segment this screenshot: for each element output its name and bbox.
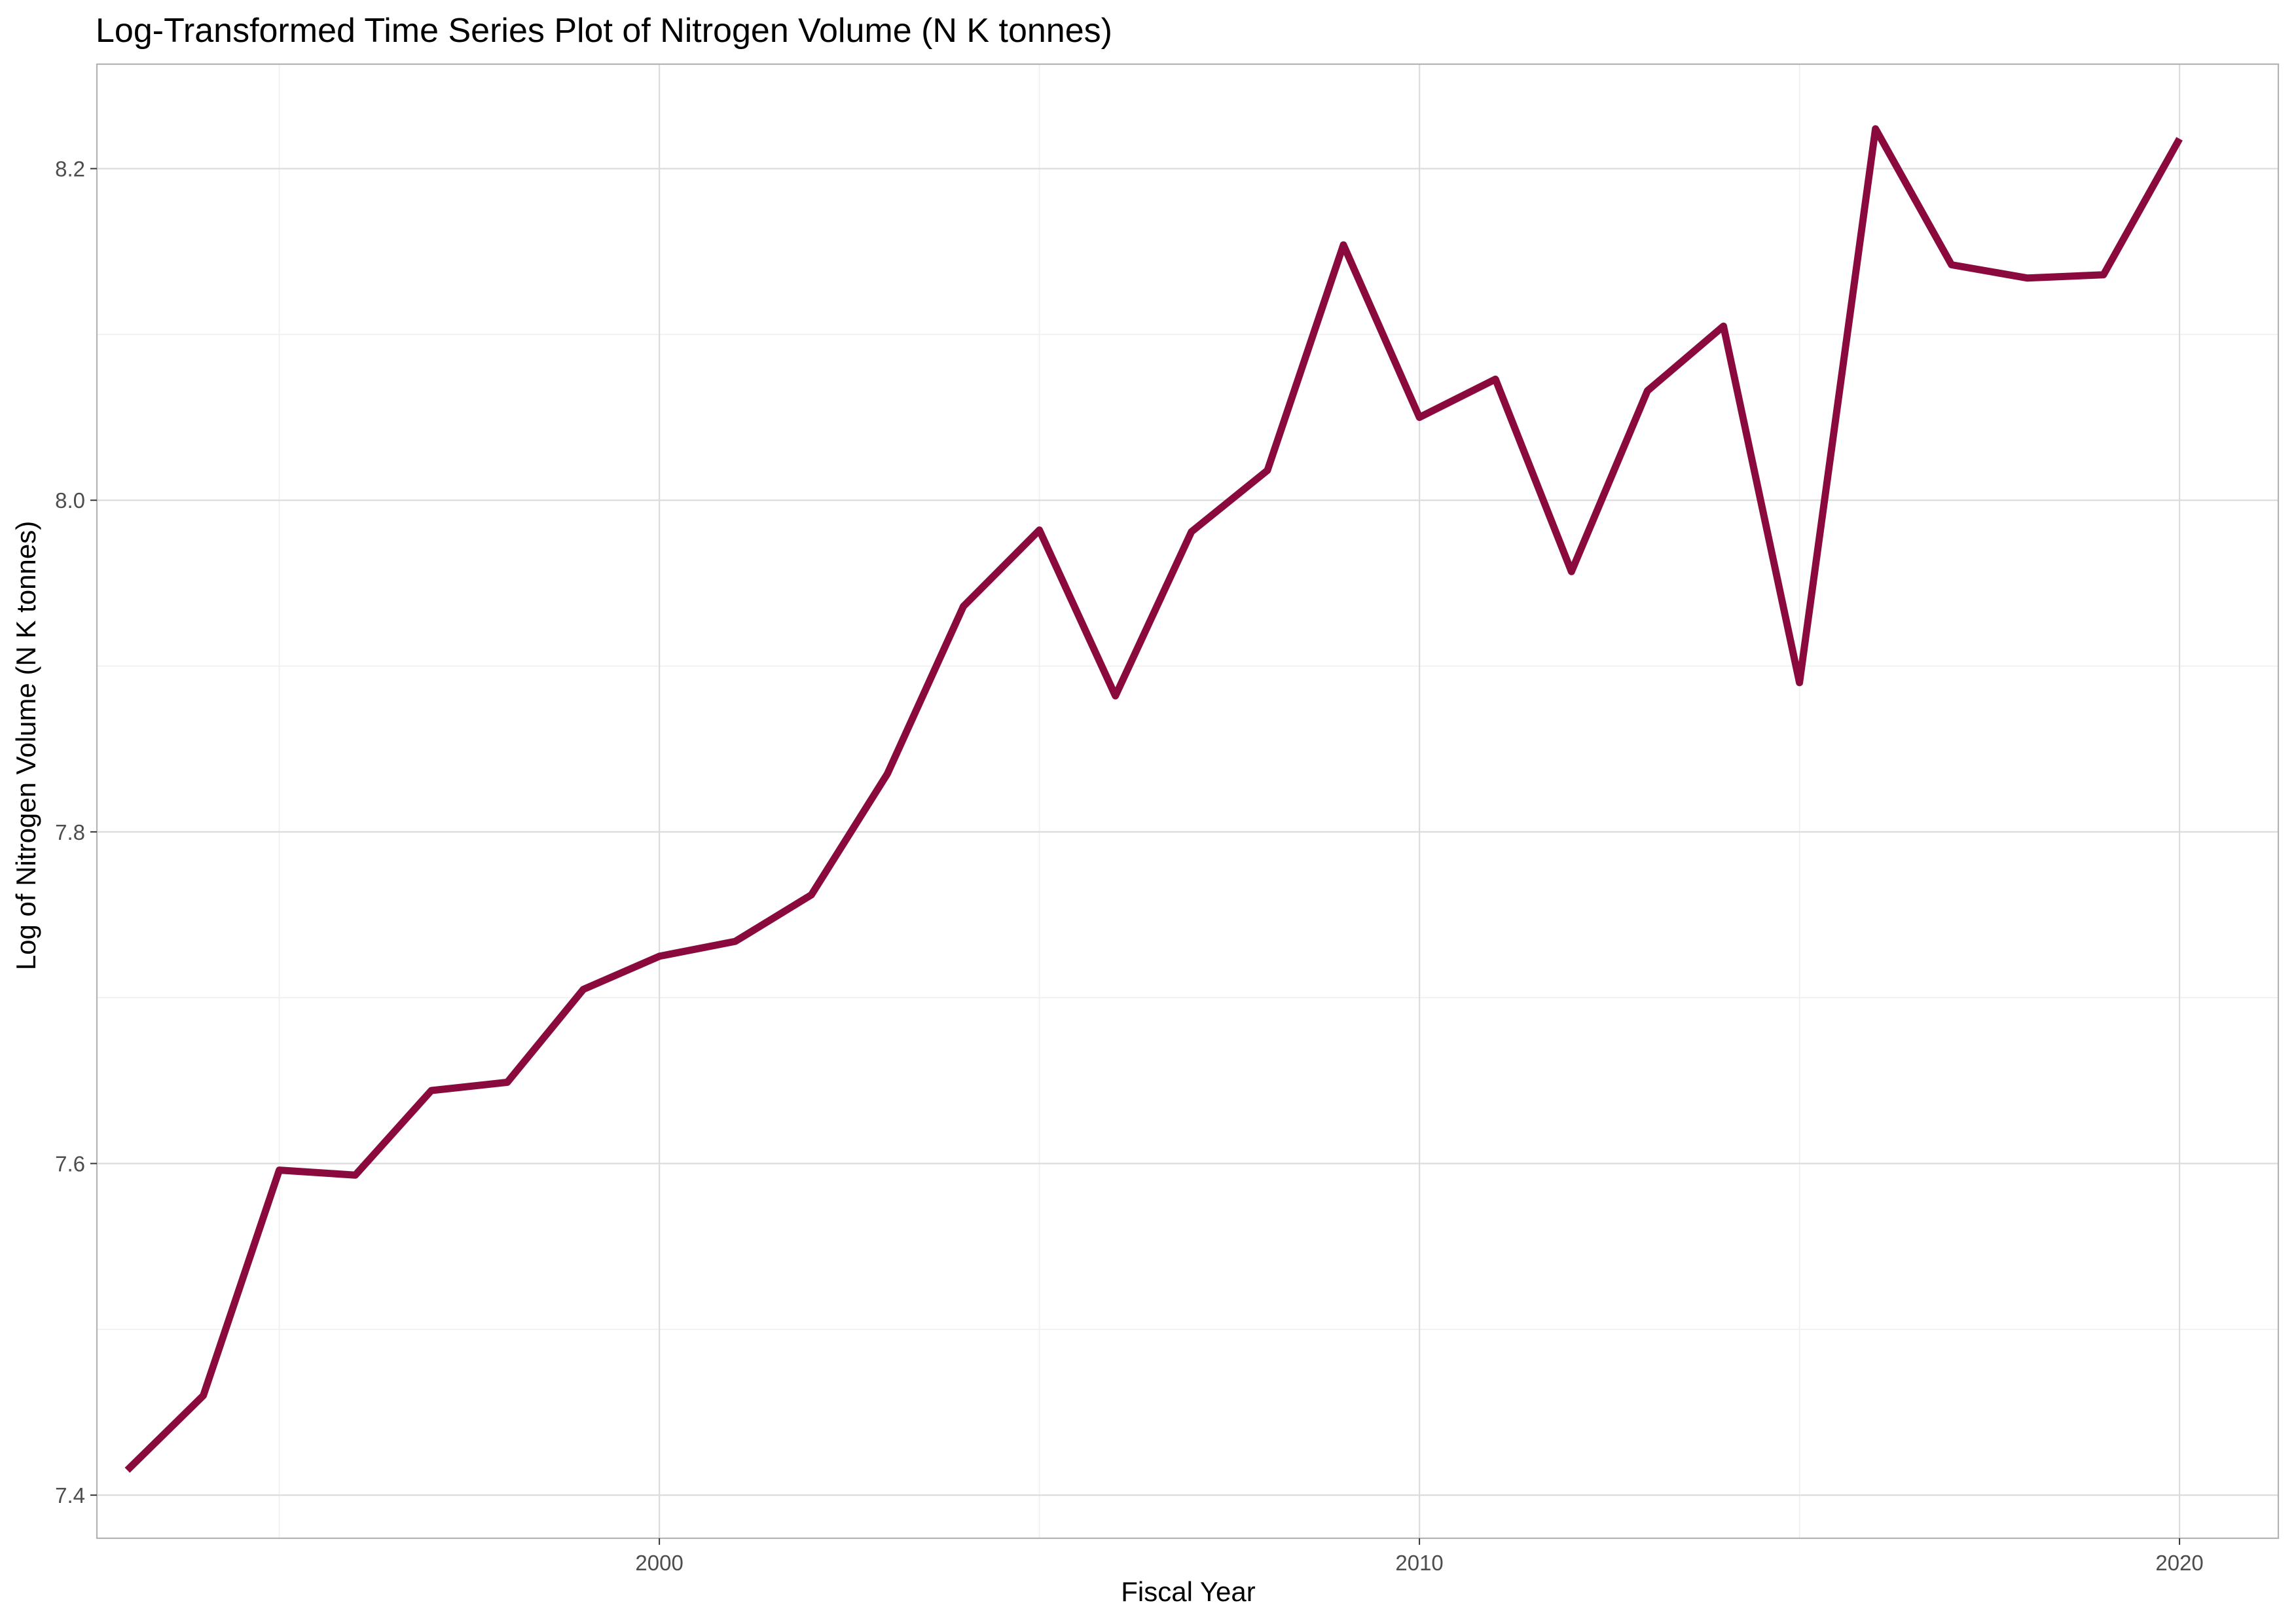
series-line: [124, 125, 2183, 1473]
minor-gridlines: [97, 64, 2278, 1538]
x-tick-label: 2020: [2155, 1551, 2203, 1575]
y-tick-label: 8.0: [55, 488, 85, 513]
y-tick-label: 7.8: [55, 820, 85, 844]
chart-title: Log-Transformed Time Series Plot of Nitr…: [96, 12, 1112, 50]
y-tick-label: 8.2: [55, 157, 85, 181]
y-tick-label: 7.4: [55, 1483, 85, 1507]
major-gridlines: [97, 64, 2278, 1538]
y-axis-title: Log of Nitrogen Volume (N K tonnes): [10, 521, 41, 970]
x-axis-ticks: 2000 2010 2020: [635, 1538, 2204, 1575]
series-layer: [124, 125, 2183, 1473]
y-axis-ticks: 7.4 7.6 7.8 8.0 8.2: [55, 157, 97, 1507]
x-axis-title: Fiscal Year: [1121, 1576, 1255, 1607]
plot-panel-border: [96, 63, 2280, 1540]
y-tick-label: 7.6: [55, 1152, 85, 1176]
x-tick-label: 2000: [635, 1551, 683, 1575]
x-tick-label: 2010: [1395, 1551, 1443, 1575]
